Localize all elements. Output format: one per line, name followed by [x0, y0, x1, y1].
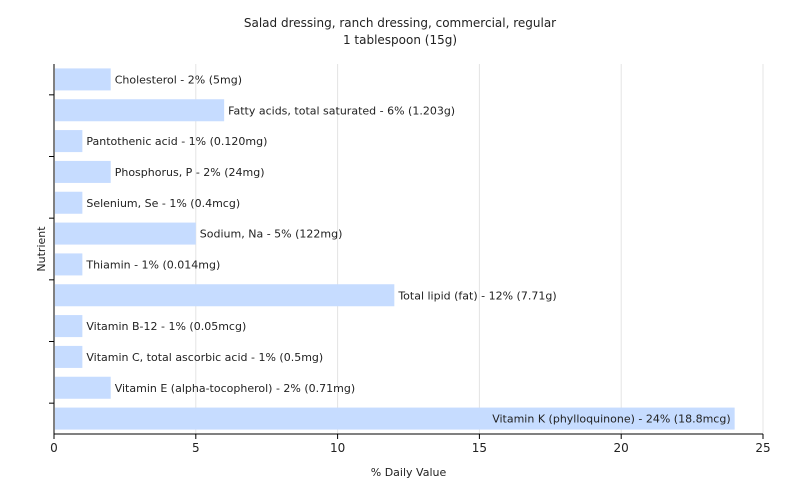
bar-label: Vitamin B-12 - 1% (0.05mcg)	[86, 320, 246, 333]
bar	[55, 407, 735, 430]
bar-label: Selenium, Se - 1% (0.4mcg)	[86, 197, 240, 210]
bar-label: Total lipid (fat) - 12% (7.71g)	[397, 289, 556, 302]
bar-label: Phosphorus, P - 2% (24mg)	[115, 166, 265, 179]
bar-label: Thiamin - 1% (0.014mg)	[85, 258, 220, 271]
x-tick-label: 0	[50, 441, 58, 455]
x-axis-label: % Daily Value	[371, 466, 447, 479]
chart-title: Salad dressing, ranch dressing, commerci…	[243, 16, 557, 30]
x-tick-label: 25	[755, 441, 770, 455]
bar	[55, 191, 83, 214]
bar	[55, 130, 83, 153]
bar-label: Vitamin C, total ascorbic acid - 1% (0.5…	[86, 351, 323, 364]
bar	[55, 99, 225, 122]
bar	[55, 253, 83, 276]
bar-label: Fatty acids, total saturated - 6% (1.203…	[228, 104, 455, 117]
x-tick-label: 15	[472, 441, 487, 455]
bar-label: Pantothenic acid - 1% (0.120mg)	[86, 135, 267, 148]
x-tick-label: 20	[614, 441, 629, 455]
chart-subtitle: 1 tablespoon (15g)	[342, 33, 458, 47]
bar	[55, 222, 196, 245]
x-tick-label: 5	[192, 441, 200, 455]
bar-label: Sodium, Na - 5% (122mg)	[200, 228, 343, 241]
bar	[55, 160, 111, 183]
bar-label: Vitamin K (phylloquinone) - 24% (18.8mcg…	[492, 413, 730, 426]
bar	[55, 284, 395, 307]
bar	[55, 376, 111, 399]
bar-label: Cholesterol - 2% (5mg)	[115, 73, 242, 86]
x-tick-label: 10	[330, 441, 345, 455]
bar	[55, 345, 83, 368]
bar-label: Vitamin E (alpha-tocopherol) - 2% (0.71m…	[115, 382, 355, 395]
bar	[55, 68, 111, 91]
bar	[55, 315, 83, 338]
y-axis-label: Nutrient	[35, 226, 48, 272]
